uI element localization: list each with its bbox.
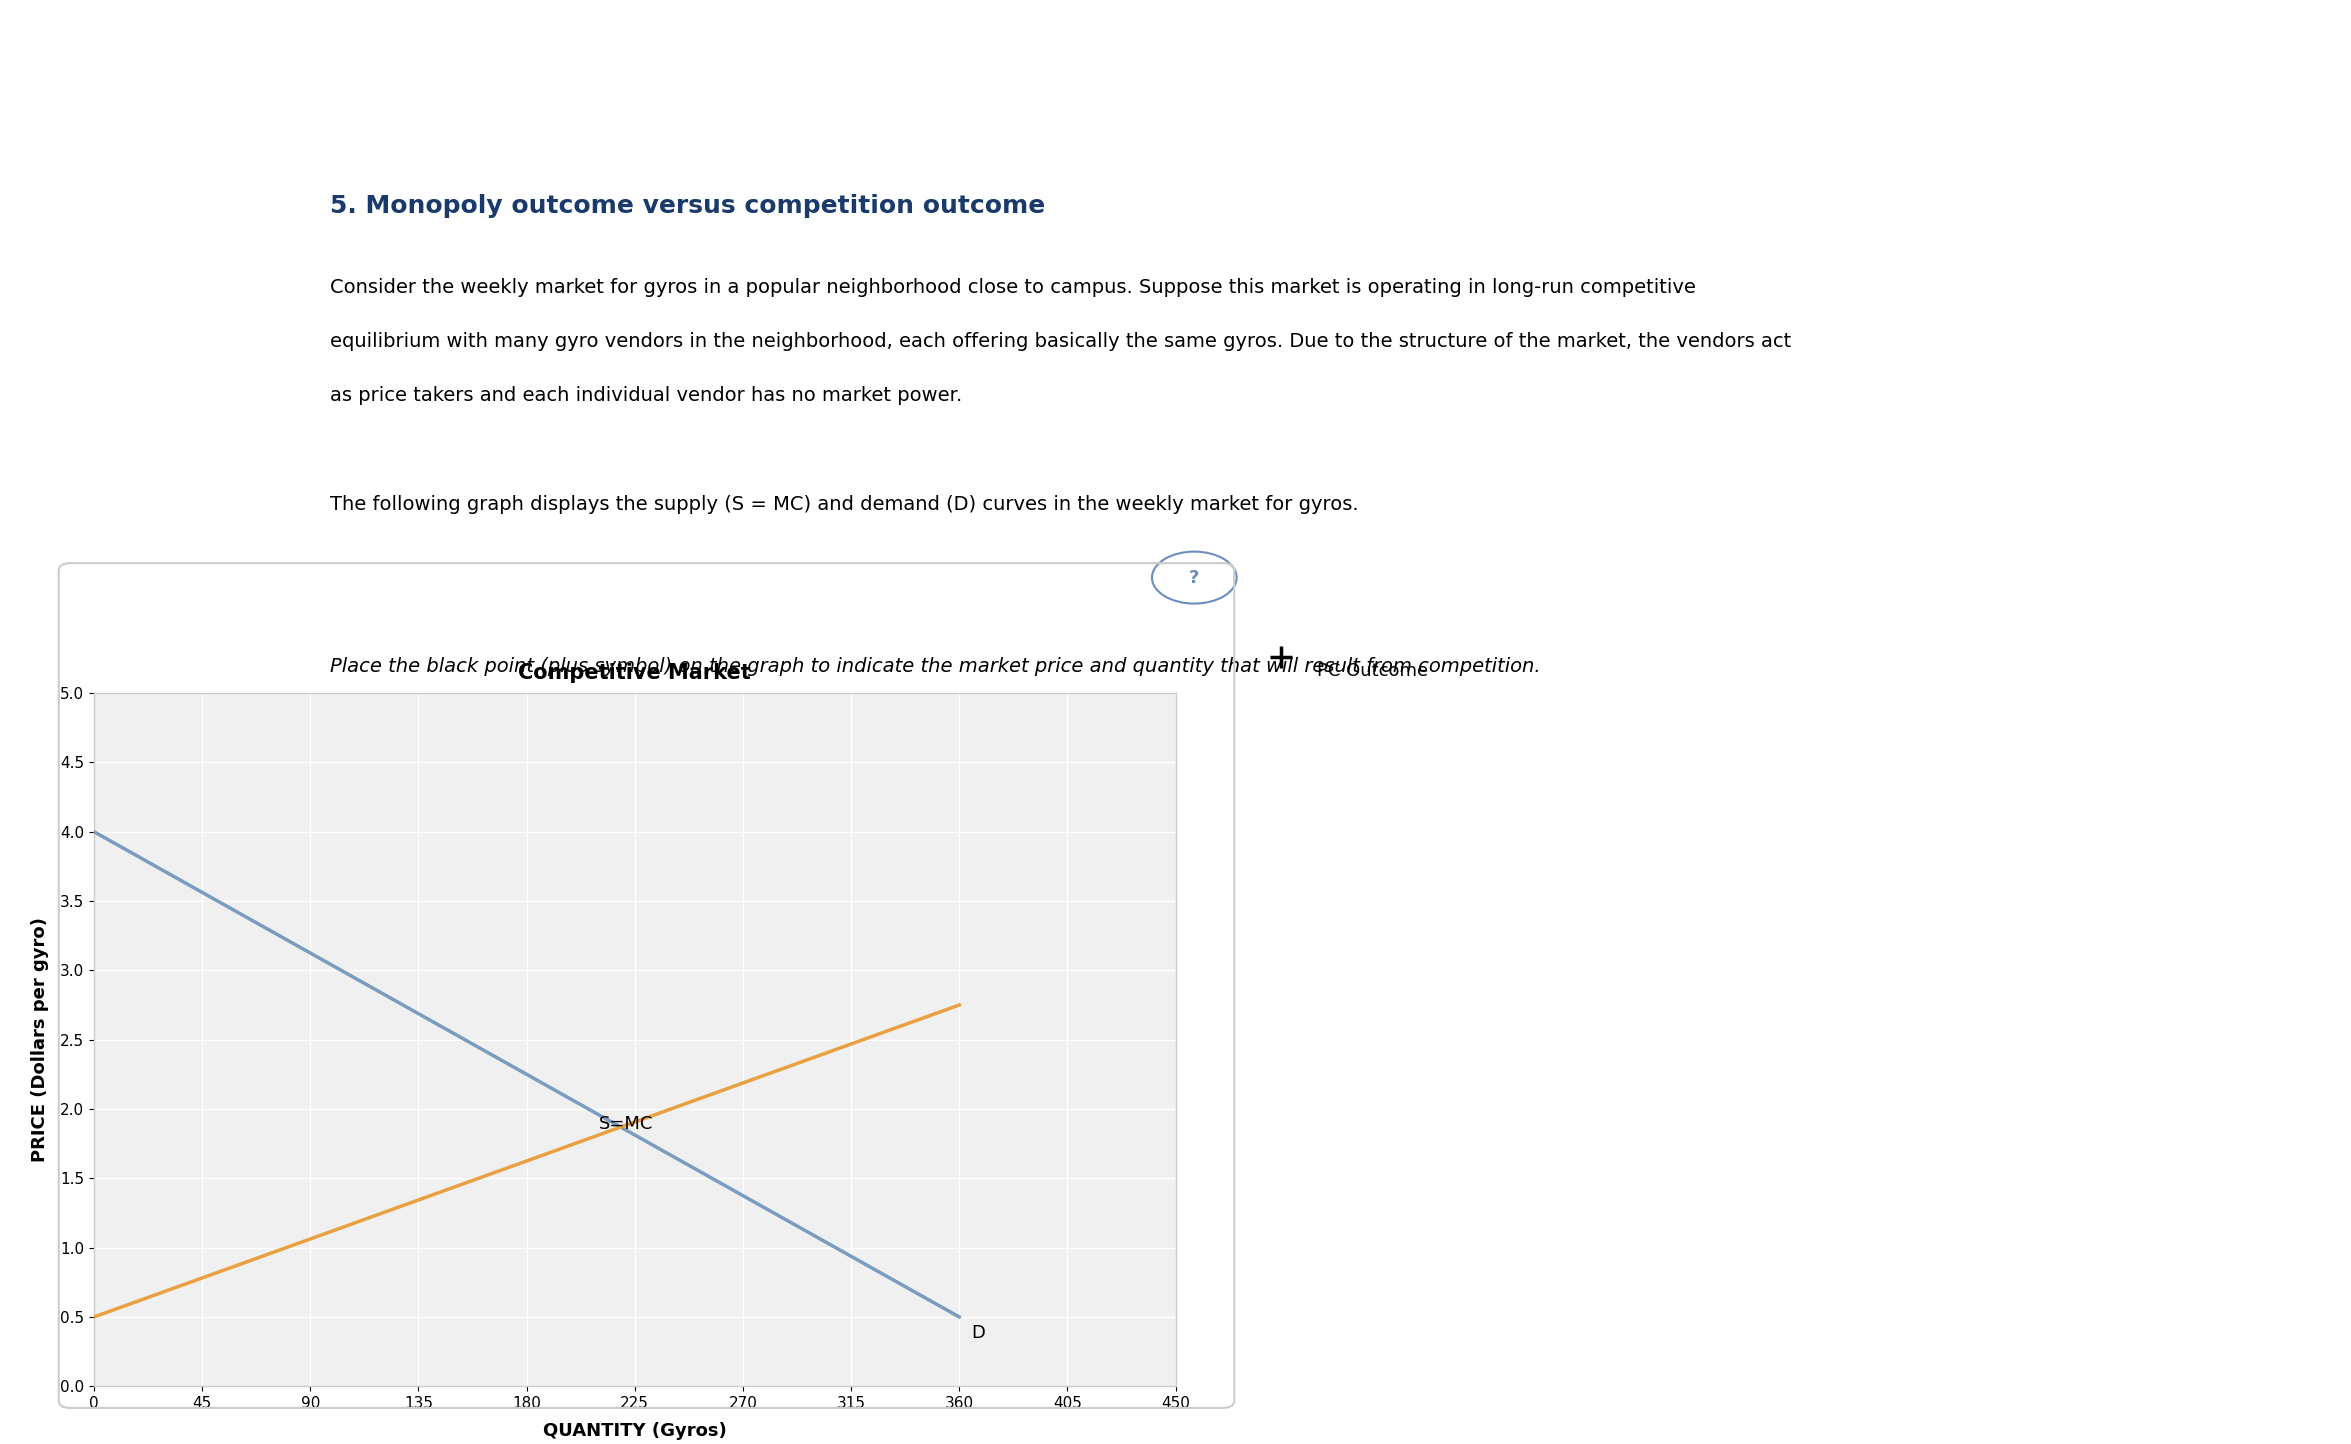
Text: Place the black point (plus symbol) on the graph to indicate the market price an: Place the black point (plus symbol) on t…	[329, 657, 1540, 676]
X-axis label: QUANTITY (Gyros): QUANTITY (Gyros)	[543, 1422, 726, 1440]
Y-axis label: PRICE (Dollars per gyro): PRICE (Dollars per gyro)	[31, 917, 49, 1162]
Text: S=MC: S=MC	[600, 1115, 654, 1132]
Text: as price takers and each individual vendor has no market power.: as price takers and each individual vend…	[329, 386, 962, 406]
Text: D: D	[971, 1324, 985, 1341]
Text: ?: ?	[1190, 569, 1199, 586]
Text: The following graph displays the supply (S = MC) and demand (D) curves in the we: The following graph displays the supply …	[329, 494, 1359, 514]
Text: 5. Monopoly outcome versus competition outcome: 5. Monopoly outcome versus competition o…	[329, 193, 1046, 218]
Text: equilibrium with many gyro vendors in the neighborhood, each offering basically : equilibrium with many gyro vendors in th…	[329, 332, 1791, 351]
Text: Consider the weekly market for gyros in a popular neighborhood close to campus. : Consider the weekly market for gyros in …	[329, 277, 1695, 296]
Title: Competitive Market: Competitive Market	[517, 663, 752, 683]
Circle shape	[1152, 552, 1237, 604]
Text: PC Outcome: PC Outcome	[1317, 663, 1427, 680]
